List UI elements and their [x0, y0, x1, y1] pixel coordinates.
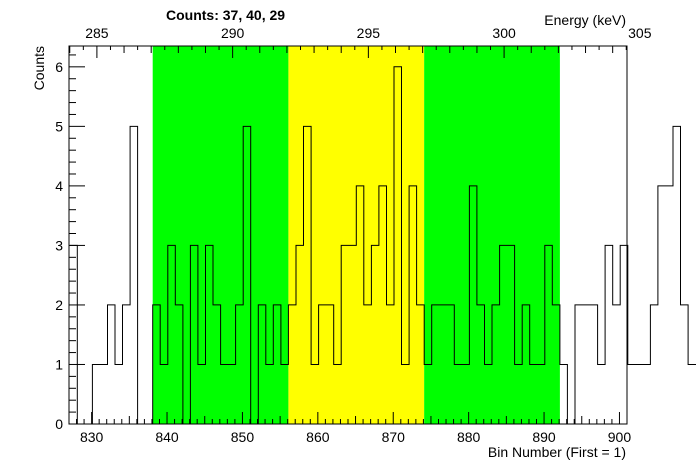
bin-number-axis: 830 840 850 860 870 880 890 900	[68, 412, 632, 445]
energy-axis: 285 290 295 300 305	[69, 25, 652, 58]
y-tick-label: 1	[55, 356, 63, 372]
x-tick-label: 830	[80, 429, 104, 445]
energy-tick-label: 290	[221, 25, 245, 41]
y-tick-label: 0	[55, 416, 63, 432]
region-background-left	[152, 46, 289, 424]
x-tick-label: 840	[155, 429, 179, 445]
x-tick-label: 850	[231, 429, 255, 445]
energy-axis-title: Energy (keV)	[544, 12, 626, 28]
energy-tick-label: 285	[85, 25, 109, 41]
y-tick-label: 4	[55, 178, 63, 194]
y-tick-label: 3	[55, 237, 63, 253]
chart-title: Counts: 37, 40, 29	[166, 7, 285, 23]
x-tick-label: 890	[532, 429, 556, 445]
y-tick-label: 6	[55, 59, 63, 75]
x-axis-title: Bin Number (First = 1)	[488, 444, 626, 460]
y-tick-label: 5	[55, 118, 63, 134]
energy-tick-label: 300	[492, 25, 516, 41]
region-background-right	[424, 46, 560, 424]
energy-tick-label: 305	[628, 25, 652, 41]
energy-tick-label: 295	[357, 25, 381, 41]
y-tick-label: 2	[55, 297, 63, 313]
histogram-line	[69, 66, 696, 425]
x-tick-label: 870	[382, 429, 406, 445]
y-axis-title: Counts	[31, 46, 47, 90]
x-tick-label: 860	[306, 429, 330, 445]
counts-axis: 0 1 2 3 4 5 6	[55, 54, 85, 432]
x-tick-label: 880	[457, 429, 481, 445]
x-tick-label: 900	[608, 429, 632, 445]
